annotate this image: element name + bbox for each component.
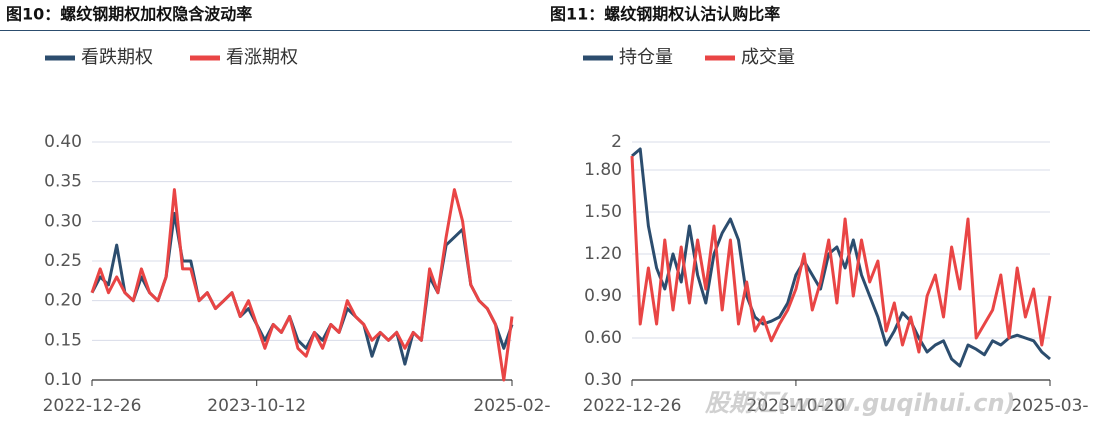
y-tick-label: 0.60	[584, 328, 622, 348]
series-line	[90, 211, 514, 366]
y-tick-label: 1.20	[584, 244, 622, 264]
x-tick-label: 2023-10-20	[747, 396, 846, 416]
series-line	[90, 188, 514, 382]
y-tick-label: 0.40	[44, 132, 82, 152]
series-line	[630, 155, 1052, 354]
legend-label: 看跌期权	[81, 47, 153, 68]
x-tick-label: 2023-10-12	[207, 396, 306, 416]
y-tick-label: 0.30	[584, 370, 622, 390]
watermark: 股期汇(www.guqihui.cn)	[705, 389, 1016, 417]
chart-title: 图11：螺纹钢期权认沽认购比率	[550, 5, 780, 24]
title-rule	[0, 30, 1090, 31]
chart-title: 图10：螺纹钢期权加权隐含波动率	[6, 5, 252, 24]
y-tick-label: 0.10	[44, 370, 82, 390]
legend-label: 成交量	[741, 47, 795, 68]
y-tick-label: 0.90	[584, 286, 622, 306]
x-tick-label: 2022-12-26	[583, 396, 682, 416]
y-tick-label: 2	[611, 132, 622, 152]
y-tick-label: 0.25	[44, 251, 82, 271]
y-tick-label: 1.50	[584, 202, 622, 222]
legend-label: 看涨期权	[226, 47, 298, 68]
y-tick-label: 0.35	[44, 172, 82, 192]
y-tick-label: 1.80	[584, 160, 622, 180]
x-tick-label: 2022-12-26	[43, 396, 142, 416]
legend-label: 持仓量	[619, 47, 673, 68]
y-tick-label: 0.20	[44, 291, 82, 311]
x-tick-label: 2025-03-	[1011, 396, 1088, 416]
y-tick-label: 0.15	[44, 330, 82, 350]
x-tick-label: 2025-02-	[473, 396, 550, 416]
y-tick-label: 0.30	[44, 211, 82, 231]
